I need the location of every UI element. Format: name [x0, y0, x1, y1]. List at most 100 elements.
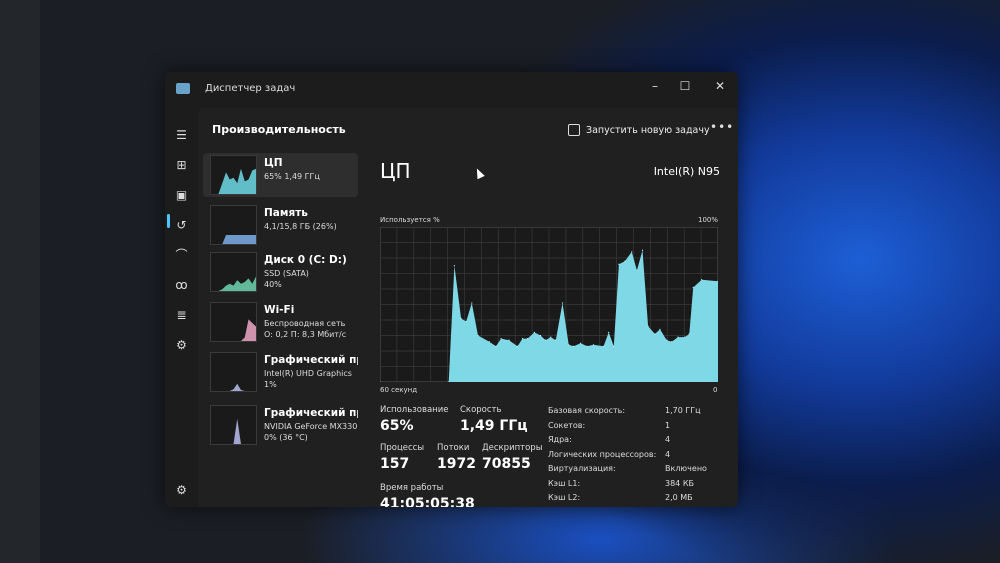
info-key: Логических процессоров:: [548, 449, 657, 459]
startup-icon[interactable]: ⌒: [175, 248, 188, 262]
processes-icon[interactable]: ⊞: [176, 158, 187, 172]
processes-value: 157: [380, 456, 410, 472]
sparkline-area: [211, 319, 256, 341]
device-detail: SSD (SATA): [264, 269, 309, 278]
cpu-usage-point: [654, 333, 656, 335]
device-name: Диск 0 (C: D:): [264, 254, 347, 266]
device-sparkline: [210, 405, 257, 445]
chart-xstart-label: 60 секунд: [380, 386, 418, 394]
task-manager-window: Диспетчер задач – ☐ ✕ ☰ ⊞ ▣ ↺ ⌒ ꝏ ≣ ⚙ ⚙ Производ…: [165, 72, 738, 507]
cpu-usage-point: [521, 338, 524, 340]
close-button[interactable]: ✕: [714, 79, 726, 93]
handles-label: Дескрипторы: [482, 443, 543, 453]
run-task-icon: [568, 124, 580, 136]
handles-value: 70855: [482, 456, 531, 472]
cpu-usage-point: [717, 280, 718, 282]
cpu-usage-point: [608, 331, 610, 333]
app-history-icon[interactable]: ↺: [176, 218, 187, 232]
device-name: Wi-Fi: [264, 304, 295, 316]
services-icon[interactable]: ⚙: [176, 338, 187, 352]
content-area: Производительность Запустить новую задач…: [198, 108, 738, 507]
sparkline-area: [211, 383, 256, 391]
cpu-usage-point: [603, 345, 605, 347]
device-sparkline: [210, 252, 257, 292]
nav-selection-indicator: [167, 214, 170, 228]
device-name: Графический процессор: [264, 354, 358, 366]
device-sparkline: [210, 155, 257, 195]
device-detail: NVIDIA GeForce MX330: [264, 422, 358, 431]
info-key: Виртуализация:: [548, 464, 616, 473]
cpu-usage-point: [688, 333, 690, 335]
info-key: Базовая скорость:: [548, 406, 626, 415]
device-name: ЦП: [264, 157, 283, 169]
device-item[interactable]: Диск 0 (C: D:) SSD (SATA) 40%: [203, 250, 358, 294]
cpu-detail-panel: ЦП Intel(R) N95 Используется % 100% 60 с…: [375, 153, 730, 507]
sparkline-area: [211, 276, 256, 291]
cpu-usage-point: [448, 381, 450, 382]
cpu-usage-point: [613, 345, 615, 347]
cpu-usage-point: [453, 265, 455, 267]
cpu-usage-point: [545, 339, 547, 341]
device-sparkline: [210, 352, 257, 392]
info-value: Включено: [665, 464, 707, 473]
chart-ymax-label: 100%: [697, 216, 718, 224]
device-item[interactable]: Графический процессор Intel(R) UHD Graphi…: [203, 350, 358, 394]
device-item[interactable]: Wi-Fi Беспроводная сеть О: 0,2 П: 8,3 Мбит…: [203, 300, 358, 344]
device-item[interactable]: Графический процессор NVIDIA GeForce MX33…: [203, 403, 358, 447]
title-bar[interactable]: Диспетчер задач – ☐ ✕: [165, 72, 738, 108]
cpu-usage-point: [460, 317, 462, 320]
cpu-usage-point: [631, 251, 633, 253]
run-new-task-button[interactable]: Запустить новую задачу: [568, 120, 710, 140]
device-name: Графический процессор: [264, 407, 358, 419]
device-sparkline: [210, 302, 257, 342]
device-item[interactable]: Память 4,1/15,8 ГБ (26%): [203, 203, 358, 247]
nav-sidebar: ☰ ⊞ ▣ ↺ ⌒ ꝏ ≣ ⚙ ⚙: [165, 108, 198, 507]
users-icon[interactable]: ꝏ: [175, 278, 188, 292]
cpu-usage-point: [579, 342, 582, 344]
cpu-usage-point: [380, 381, 381, 382]
more-options-button[interactable]: •••: [710, 120, 735, 134]
device-name: Память: [264, 207, 308, 219]
cpu-usage-point: [647, 325, 649, 327]
device-sparkline: [210, 205, 257, 245]
device-detail-2: 40%: [264, 280, 282, 289]
run-new-task-label: Запустить новую задачу: [586, 124, 710, 136]
cpu-usage-point: [555, 339, 557, 341]
window-title: Диспетчер задач: [205, 83, 296, 94]
info-value: 4: [665, 449, 671, 459]
info-key: Кэш L1:: [548, 478, 581, 488]
cpu-usage-point: [666, 339, 668, 341]
cpu-usage-point: [592, 344, 595, 346]
cpu-usage-point: [568, 344, 570, 346]
cpu-usage-point: [636, 269, 638, 271]
threads-label: Потоки: [437, 443, 470, 453]
device-item[interactable]: ЦП 65% 1,49 ГГц: [203, 153, 358, 197]
chart-xend-label: 0: [713, 386, 718, 394]
hamburger-icon[interactable]: ☰: [176, 128, 187, 142]
info-key: Сокетов:: [548, 420, 586, 430]
details-icon[interactable]: ≣: [176, 308, 187, 322]
cpu-usage-point: [684, 336, 686, 338]
cpu-model: Intel(R) N95: [653, 165, 720, 178]
cpu-usage-point: [477, 334, 479, 337]
usage-value: 65%: [380, 418, 414, 434]
cpu-usage-point: [516, 345, 519, 347]
cpu-title: ЦП: [380, 159, 411, 183]
sparkline-area: [211, 234, 256, 244]
performance-icon[interactable]: ▣: [175, 188, 188, 202]
task-manager-app-icon: [176, 83, 190, 94]
cpu-usage-point: [701, 279, 703, 281]
device-detail: 4,1/15,8 ГБ (26%): [264, 222, 337, 231]
cpu-usage-point: [539, 334, 542, 337]
cpu-usage-point: [550, 336, 552, 338]
settings-icon[interactable]: ⚙: [176, 483, 187, 497]
usage-label: Использование: [380, 405, 449, 415]
cpu-usage-point: [677, 336, 679, 338]
minimize-button[interactable]: –: [652, 79, 658, 93]
device-detail-2: О: 0,2 П: 8,3 Мбит/с: [264, 330, 347, 339]
maximize-button[interactable]: ☐: [679, 79, 691, 93]
speed-value: 1,49 ГГц: [460, 418, 528, 434]
cpu-usage-point: [471, 302, 473, 304]
cpu-usage-point: [533, 331, 535, 333]
cpu-usage-point: [659, 328, 661, 330]
